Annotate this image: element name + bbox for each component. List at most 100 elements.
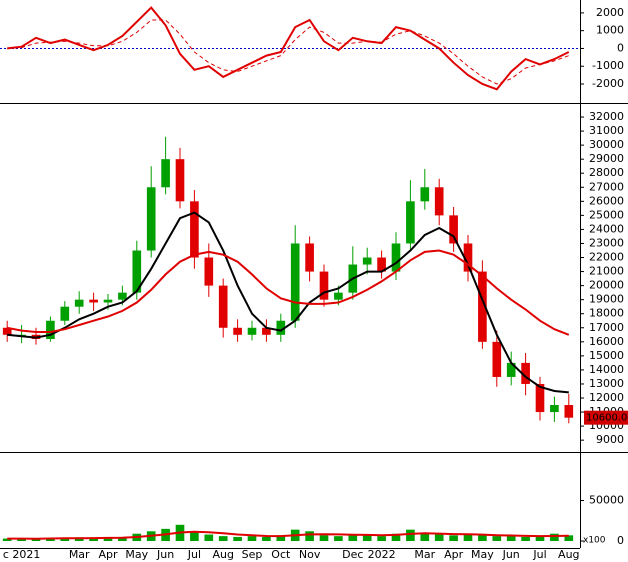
y-tick-label: 32000 [589, 110, 624, 123]
x-tick-label: Mar [414, 548, 435, 561]
candle-body [175, 159, 185, 202]
volume-bar [276, 535, 286, 541]
volume-bar [262, 536, 271, 541]
y-tick-label: 14000 [589, 363, 624, 376]
candle-body [564, 405, 574, 418]
volume-bar [434, 534, 444, 541]
volume-bar [362, 535, 372, 541]
candle-body [478, 271, 487, 342]
volume-bar [564, 535, 574, 541]
x-tick-label: Aug [212, 548, 233, 561]
volume-bar [118, 536, 127, 541]
volume-bar [2, 538, 12, 541]
y-tick-label: 31000 [589, 124, 624, 137]
volume-bar [233, 536, 242, 541]
volume-bar [449, 535, 458, 541]
y-tick-label: 21000 [589, 265, 624, 278]
x-tick-label: Jul [532, 548, 546, 561]
candle-body [550, 405, 559, 413]
volume-bar [348, 534, 358, 541]
volume-bar [478, 535, 487, 541]
candle-body [290, 243, 300, 321]
x-tick-label: May [471, 548, 494, 561]
volume-bar [535, 536, 545, 541]
x-tick-label: Oct [271, 548, 291, 561]
y-tick-label: 18000 [589, 307, 624, 320]
candle-body [420, 187, 430, 202]
candle-body [362, 257, 372, 265]
line [7, 6, 570, 91]
candle-body [521, 362, 530, 384]
y-tick-label: -2000 [592, 77, 624, 90]
candle-body [46, 320, 55, 340]
volume-bar [103, 537, 113, 541]
y-tick-label: 9000 [596, 433, 624, 446]
candle-body [535, 383, 545, 413]
x-tick-label: 2022 [368, 548, 396, 561]
candle-body [506, 362, 516, 377]
candle-body [204, 257, 214, 286]
volume-bar [391, 533, 401, 541]
volume-bar [305, 531, 314, 541]
y-tick-label: 12000 [589, 391, 624, 404]
y-tick-label: 30000 [589, 138, 624, 151]
candle-body [146, 187, 156, 251]
y-tick-label: 13000 [589, 377, 624, 390]
candle-body [247, 327, 257, 335]
candle-body [233, 327, 242, 335]
candle-body [449, 215, 458, 244]
volume-bar [420, 532, 430, 541]
candle-body [463, 243, 473, 272]
candle-body [89, 299, 98, 303]
y-tick-label: 27000 [589, 180, 624, 193]
x-tick-label: May [125, 548, 148, 561]
volume-bar [550, 533, 559, 541]
y-tick-label: 15000 [589, 349, 624, 362]
candle-body [218, 285, 228, 328]
candle-body [305, 243, 314, 272]
y-tick-label: 0 [617, 41, 624, 54]
candle-body [377, 257, 386, 272]
x-tick-label: Apr [98, 548, 118, 561]
volume-bar [492, 536, 502, 541]
x-tick-label: Jun [502, 548, 520, 561]
candle-body [406, 201, 415, 244]
y-tick-label: 29000 [589, 152, 624, 165]
x-tick-label: Nov [299, 548, 321, 561]
y-tick-label: 0 [617, 534, 624, 547]
line [7, 211, 569, 394]
volume-bar [17, 538, 26, 541]
y-tick-label: 2000 [596, 6, 624, 19]
candle-body [74, 299, 84, 307]
candle-body [319, 271, 329, 300]
volume-bar [60, 538, 70, 541]
y-tick-label: 25000 [589, 208, 624, 221]
y-tick-label: 17000 [589, 321, 624, 334]
candle-body [118, 292, 127, 300]
volume-bar [463, 533, 473, 541]
candle-body [276, 320, 286, 335]
candle-body [60, 306, 70, 321]
line [7, 530, 569, 540]
candle-body [2, 327, 12, 335]
candle-body [492, 341, 502, 377]
last-price-box [584, 410, 628, 425]
candle-body [262, 327, 271, 335]
candle-body [132, 250, 142, 293]
last-price-label: 10600.00 [586, 413, 628, 424]
x-tick-label: Mar [69, 548, 90, 561]
y-tick-label: 16000 [589, 335, 624, 348]
x-tick-label: Dec [342, 548, 363, 561]
volume-bar [377, 536, 386, 541]
line [7, 19, 569, 85]
unit-label: x100 [583, 536, 606, 546]
volume-bar [406, 529, 415, 541]
volume-bar [521, 536, 530, 541]
candle-body [190, 201, 199, 258]
x-tick-label: Jun [156, 548, 174, 561]
y-tick-label: 22000 [589, 251, 624, 264]
y-tick-label: 20000 [589, 279, 624, 292]
y-tick-label: -1000 [592, 59, 624, 72]
y-tick-label: 19000 [589, 293, 624, 306]
